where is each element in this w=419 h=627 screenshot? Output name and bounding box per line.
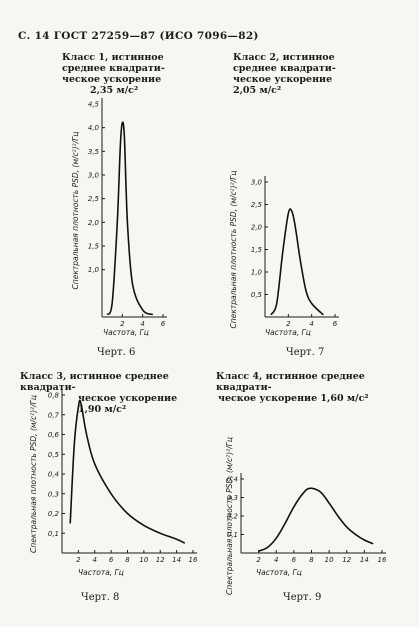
x-axis-label: Частота, Гц <box>103 328 149 337</box>
figure-caption: Черт. 8 <box>81 592 120 603</box>
x-tick-label: 6 <box>109 556 114 564</box>
title-line: среднее квадрати- <box>62 63 165 74</box>
y-axis-label: Спектральная плотность PSD, (м/с²)²/Гц <box>71 132 80 290</box>
x-tick-label: 8 <box>125 556 130 564</box>
y-tick-label: 1,0 <box>88 266 100 274</box>
y-tick-label: 2,5 <box>88 195 100 203</box>
title-line: 2,05 м/с² <box>233 85 282 96</box>
y-axis-label: Спектральная плотность PSD, (м/с²)²/Гц <box>225 437 234 595</box>
title-line: ческое ускорение <box>62 74 162 85</box>
y-tick-label: 0,2 <box>48 510 60 518</box>
x-tick-label: 14 <box>360 556 369 564</box>
block-title: Класс 2, истинное среднее квадрати- ческ… <box>233 52 339 96</box>
figure-caption: Черт. 6 <box>97 347 136 358</box>
title-line: Класс 2, истинное <box>233 52 335 63</box>
y-tick-label: 0,1 <box>227 531 238 539</box>
title-line: Класс 1, истинное <box>62 52 164 63</box>
y-tick-label: 3,0 <box>251 179 263 187</box>
y-tick-label: 1,5 <box>251 246 263 254</box>
title-line: ческое ускорение 1,60 м/с² <box>218 393 369 404</box>
y-tick-label: 0,6 <box>48 431 60 439</box>
x-tick-label: 4 <box>93 556 97 564</box>
block-title: Класс 3, истинное среднее квадрати- ческ… <box>20 371 200 415</box>
x-tick-label: 2 <box>76 556 81 564</box>
title-line: среднее квадрати- <box>233 63 336 74</box>
block-title: Класс 1, истинное среднее квадрати- ческ… <box>62 52 182 96</box>
y-tick-label: 0,4 <box>227 476 238 484</box>
x-axis-label: Частота, Гц <box>265 328 311 337</box>
title-line: 2,35 м/с² <box>90 85 139 96</box>
y-axis-label: Спектральная плотность PSD, (м/с²)²/Гц <box>229 171 238 329</box>
x-tick-label: 10 <box>139 556 148 564</box>
y-tick-label: 4,5 <box>88 101 100 109</box>
x-tick-label: 6 <box>161 320 166 328</box>
y-tick-label: 2,0 <box>88 219 100 227</box>
x-axis-label: Частота, Гц <box>78 568 124 577</box>
y-tick-label: 0,5 <box>251 291 263 299</box>
y-tick-label: 0,5 <box>48 451 60 459</box>
x-tick-label: 16 <box>378 556 387 564</box>
y-axis-label: Спектральная плотность PSD, (м/с²)²/Гц <box>29 395 38 553</box>
x-tick-label: 2 <box>120 320 125 328</box>
x-tick-label: 14 <box>172 556 181 564</box>
y-tick-label: 3,5 <box>88 148 100 156</box>
x-tick-label: 4 <box>274 556 278 564</box>
y-tick-label: 2,0 <box>251 224 263 232</box>
block-title: Класс 4, истинное среднее квадрати- ческ… <box>216 371 396 404</box>
title-line: ческое ускорение <box>233 74 333 85</box>
psd-curve <box>106 121 154 316</box>
psd-curve <box>69 399 186 544</box>
x-tick-label: 6 <box>292 556 297 564</box>
title-line: Класс 3, истинное среднее квадрати- <box>20 371 169 393</box>
y-tick-label: 0,4 <box>48 471 59 479</box>
x-tick-label: 6 <box>333 320 338 328</box>
x-tick-label: 12 <box>342 556 351 564</box>
y-tick-label: 1,5 <box>88 243 100 251</box>
figure-caption: Черт. 9 <box>283 592 322 603</box>
y-tick-label: 0,7 <box>48 411 60 419</box>
figure-caption: Черт. 7 <box>286 347 325 358</box>
x-axis-label: Частота, Гц <box>256 568 302 577</box>
x-tick-label: 4 <box>140 320 144 328</box>
y-tick-label: 0,3 <box>48 490 59 498</box>
x-tick-label: 4 <box>309 320 313 328</box>
y-tick-label: 0,2 <box>227 513 239 521</box>
y-tick-label: 3,0 <box>88 172 100 180</box>
title-line: Класс 4, истинное среднее квадрати- <box>216 371 365 393</box>
y-tick-label: 4,0 <box>88 124 100 132</box>
x-tick-label: 16 <box>189 556 198 564</box>
page-header: С. 14 ГОСТ 27259—87 (ИСО 7096—82) <box>18 30 259 42</box>
x-tick-label: 12 <box>156 556 165 564</box>
x-tick-label: 8 <box>309 556 314 564</box>
x-tick-label: 10 <box>325 556 334 564</box>
y-tick-label: 2,5 <box>251 201 263 209</box>
y-tick-label: 1,0 <box>251 269 263 277</box>
y-tick-label: 0,1 <box>48 530 59 538</box>
psd-curve <box>258 487 374 552</box>
x-tick-label: 2 <box>286 320 291 328</box>
psd-curve <box>270 208 324 316</box>
title-line: ческое ускорение 1,90 м/с² <box>78 393 178 415</box>
x-tick-label: 2 <box>256 556 261 564</box>
y-tick-label: 0,8 <box>48 392 60 400</box>
y-tick-label: 0,3 <box>227 494 238 502</box>
